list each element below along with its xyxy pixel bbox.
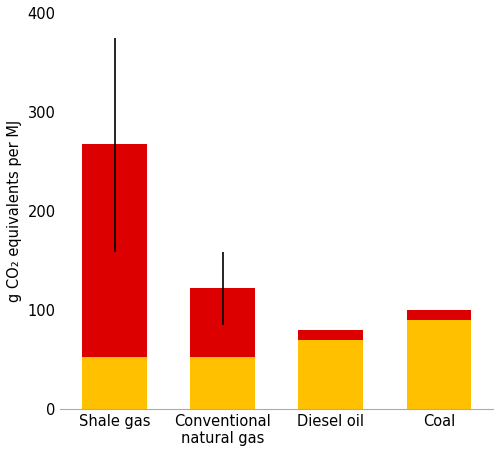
- Bar: [406, 320, 472, 409]
- Y-axis label: g CO₂ equivalents per MJ: g CO₂ equivalents per MJ: [7, 120, 22, 302]
- Bar: [82, 357, 147, 409]
- Bar: [190, 357, 255, 409]
- Bar: [82, 144, 147, 357]
- Bar: [298, 330, 364, 339]
- Bar: [298, 339, 364, 409]
- Bar: [190, 288, 255, 357]
- Bar: [406, 310, 472, 320]
